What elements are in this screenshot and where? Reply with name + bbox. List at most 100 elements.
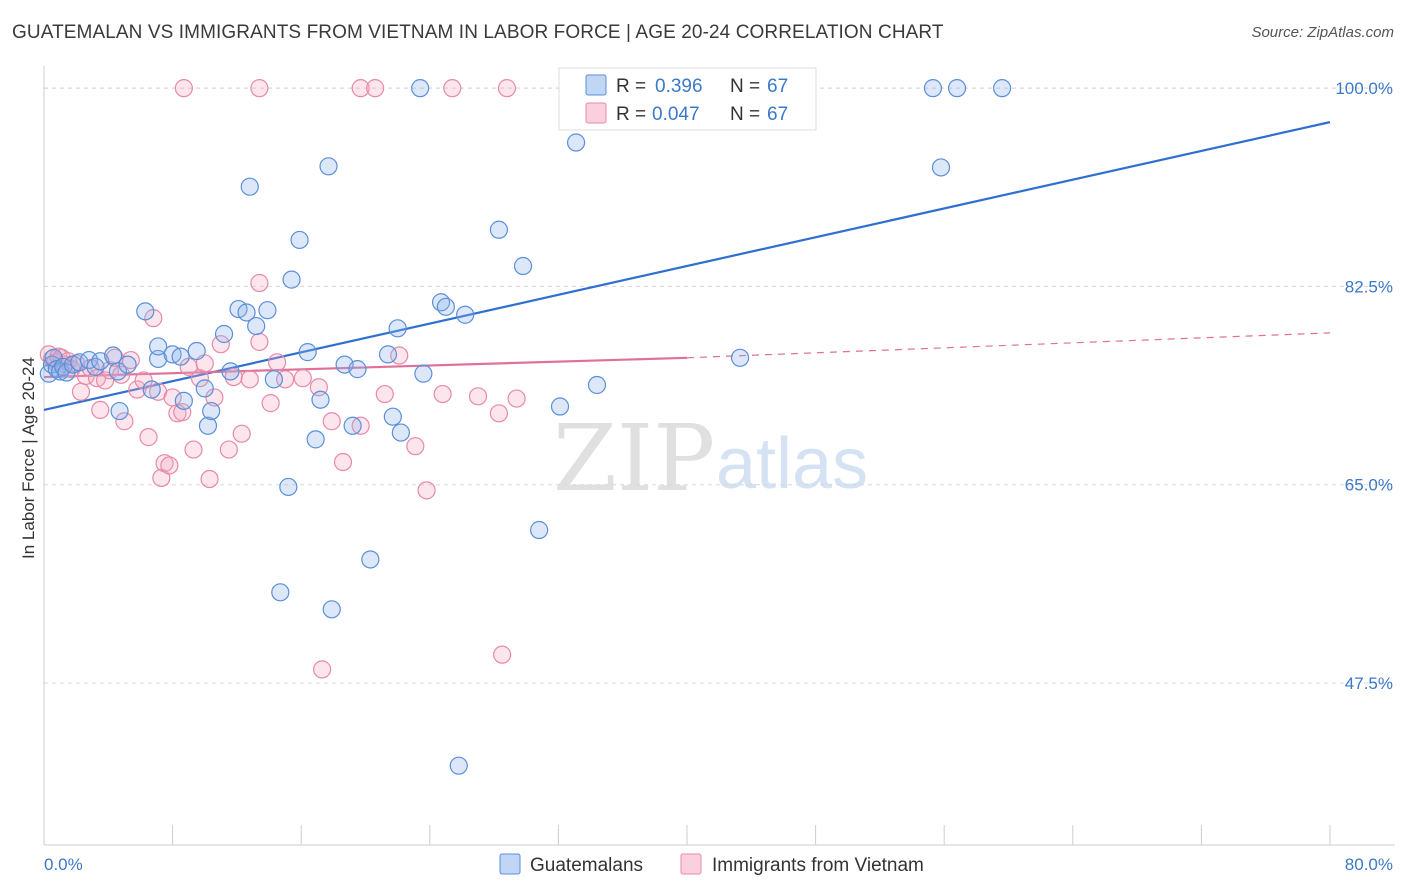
legend-n-value-1: 67 [767,76,788,97]
point-guatemalans-16 [149,349,168,369]
y-axis-label: In Labor Force | Age 20-24 [19,357,38,559]
point-guatemalans-54 [513,256,533,276]
source-label: Source: ZipAtlas.com [1251,24,1394,41]
point-vietnam-37 [211,335,230,354]
point-vietnam-60 [312,660,332,679]
point-vietnam-36 [205,388,224,407]
x-tick-label-0: 0.0% [44,855,83,874]
point-guatemalans-19 [149,337,168,356]
y-tick-label-1: 65.0% [1345,476,1393,495]
point-vietnam-51 [375,384,394,404]
point-vietnam-64 [351,79,370,98]
point-guatemalans-61 [271,583,290,602]
legend-r-value-1: 0.396 [655,76,703,97]
point-guatemalans-33 [264,370,283,389]
data-points [39,79,1012,775]
tick-labels: 47.5% 65.0% 82.5% 100.0% 0.0% 80.0% [44,79,1393,874]
point-guatemalans-59 [449,756,468,775]
watermark-atlas: atlas [716,424,868,504]
x-tick-label-1: 80.0% [1345,855,1393,874]
point-vietnam-42 [250,332,269,352]
legend-swatch-blue [585,74,607,96]
point-guatemalans-64 [730,348,750,367]
point-vietnam-48 [322,412,341,431]
watermark: ZIP atlas [553,405,868,512]
point-vietnam-46 [293,369,312,388]
point-vietnam-35 [200,469,219,489]
point-vietnam-41 [240,370,259,389]
point-vietnam-53 [406,437,425,456]
legend-n-label-2: N = [730,104,760,125]
point-guatemalans-34 [240,177,259,196]
point-guatemalans-23 [187,341,206,361]
point-guatemalans-27 [214,324,234,344]
legend-r-value-2: 0.047 [652,104,700,125]
legend-swatch-pink [585,102,607,124]
point-vietnam-9 [71,382,91,401]
point-guatemalans-43 [348,360,367,379]
point-guatemalans-60 [322,600,341,619]
point-guatemalans-65 [931,158,951,177]
point-vietnam-27 [160,456,179,475]
point-guatemalans-35 [282,270,301,289]
point-vietnam-22 [139,428,158,447]
point-guatemalans-22 [174,391,193,410]
bottom-legend-guatemalans: Guatemalans [530,855,643,876]
point-guatemalans-21 [171,347,190,366]
point-vietnam-26 [155,454,174,473]
point-guatemalans-26 [202,401,221,421]
point-vietnam-39 [224,367,243,387]
point-guatemalans-67 [923,79,943,98]
chart-title: GUATEMALAN VS IMMIGRANTS FROM VIETNAM IN… [12,22,944,43]
point-guatemalans-24 [195,379,214,398]
point-vietnam-30 [173,403,192,422]
bottom-legend-swatch-guatemalans [499,853,521,875]
point-vietnam-40 [232,424,251,443]
point-vietnam-13 [91,400,110,420]
point-vietnam-61 [250,273,269,293]
point-guatemalans-37 [298,343,317,362]
point-vietnam-33 [190,369,210,388]
bottom-legend-vietnam: Immigrants from Vietnam [712,855,924,876]
point-guatemalans-13 [108,362,128,381]
point-guatemalans-14 [118,355,137,374]
point-guatemalans-39 [311,390,330,409]
point-guatemalans-46 [383,407,402,426]
point-vietnam-54 [417,481,436,500]
point-guatemalans-52 [456,305,475,324]
point-guatemalans-38 [306,430,325,449]
point-guatemalans-53 [489,220,509,239]
point-guatemalans-66 [947,79,967,98]
point-vietnam-57 [489,404,509,423]
point-guatemalans-57 [566,133,586,152]
watermark-zip: ZIP [553,405,715,512]
point-guatemalans-48 [391,423,410,442]
bottom-legend: Guatemalans Immigrants from Vietnam [499,853,924,876]
point-guatemalans-10 [86,357,105,376]
point-guatemalans-68 [992,79,1012,98]
point-guatemalans-31 [247,316,266,336]
legend-r-label-2: R = [616,104,646,125]
point-vietnam-58 [507,389,526,408]
point-vietnam-66 [443,79,462,98]
point-guatemalans-45 [378,345,398,364]
point-guatemalans-49 [414,364,433,383]
point-guatemalans-15 [142,380,161,399]
point-guatemalans-40 [319,157,338,176]
point-vietnam-32 [184,440,203,459]
y-tick-label-3: 100.0% [1335,79,1393,98]
point-guatemalans-28 [221,362,240,381]
y-tick-label-0: 47.5% [1345,674,1393,693]
point-guatemalans-25 [198,416,218,435]
point-vietnam-62 [174,79,193,98]
point-vietnam-56 [468,387,488,406]
trend-line-guatemalans [43,121,1331,411]
point-guatemalans-51 [436,297,455,316]
point-vietnam-59 [493,645,512,664]
point-guatemalans-62 [279,477,298,497]
point-guatemalans-55 [530,520,549,540]
trend-line-vietnam-extension [686,332,1331,359]
point-guatemalans-63 [411,79,430,98]
point-guatemalans-32 [258,301,277,320]
